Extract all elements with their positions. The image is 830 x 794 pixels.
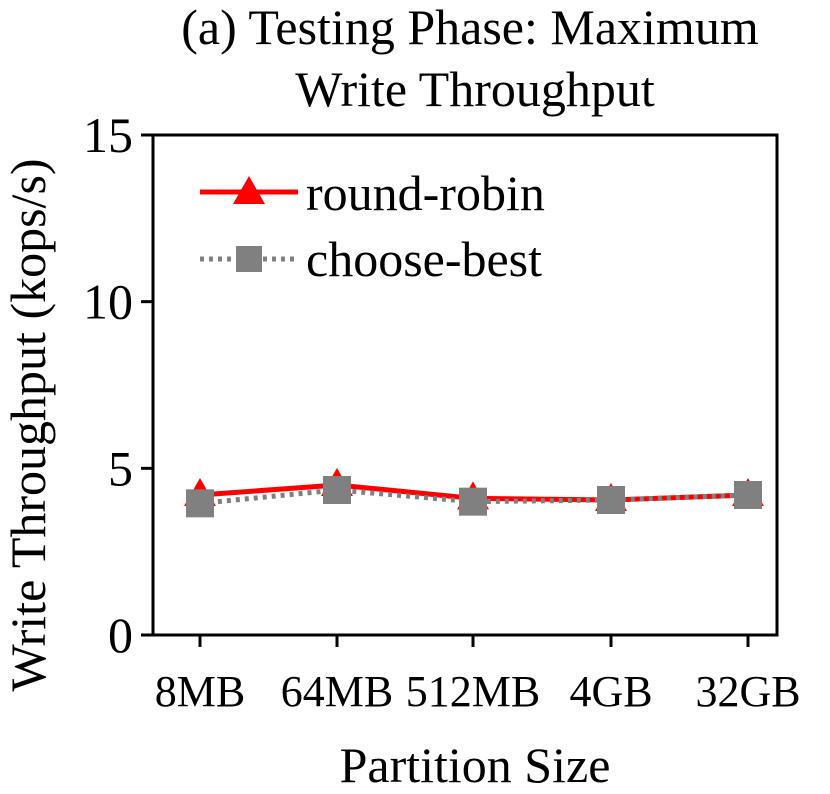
y-tick-label: 5 [108, 440, 133, 496]
y-axis-label: Write Throughput (kops/s) [0, 158, 56, 691]
y-tick-label: 0 [108, 607, 133, 663]
y-tick-label: 15 [83, 107, 133, 163]
x-tick-label: 64MB [281, 667, 393, 716]
legend-label-round-robin: round-robin [306, 165, 545, 221]
y-tick-label: 10 [83, 274, 133, 330]
x-axis-label: Partition Size [340, 737, 611, 793]
data-point-choose-best-64MB [323, 476, 351, 504]
legend-marker-round-robin [233, 176, 265, 204]
x-tick-label: 4GB [569, 667, 652, 716]
legend: round-robin choose-best [200, 165, 545, 287]
series-layer [184, 468, 764, 518]
y-axis-ticks: 0 5 10 15 [83, 107, 153, 663]
x-tick-label: 512MB [406, 667, 540, 716]
chart-title-line-1: (a) Testing Phase: Maximum [181, 0, 759, 55]
x-tick-label: 32GB [695, 667, 800, 716]
data-point-choose-best-32GB [734, 481, 762, 509]
data-point-choose-best-512MB [459, 487, 487, 516]
series-line-choose-best [199, 487, 749, 506]
x-tick-label: 8MB [155, 667, 245, 716]
data-point-choose-best-8MB [186, 489, 214, 518]
x-axis-ticks: 8MB 64MB 512MB 4GB 32GB [155, 635, 801, 716]
legend-marker-choose-best [236, 246, 262, 272]
data-point-choose-best-4GB [597, 486, 625, 514]
plot-area-frame [151, 133, 779, 637]
legend-label-choose-best: choose-best [306, 231, 542, 287]
chart-title-line-2: Write Throughput [295, 61, 655, 117]
